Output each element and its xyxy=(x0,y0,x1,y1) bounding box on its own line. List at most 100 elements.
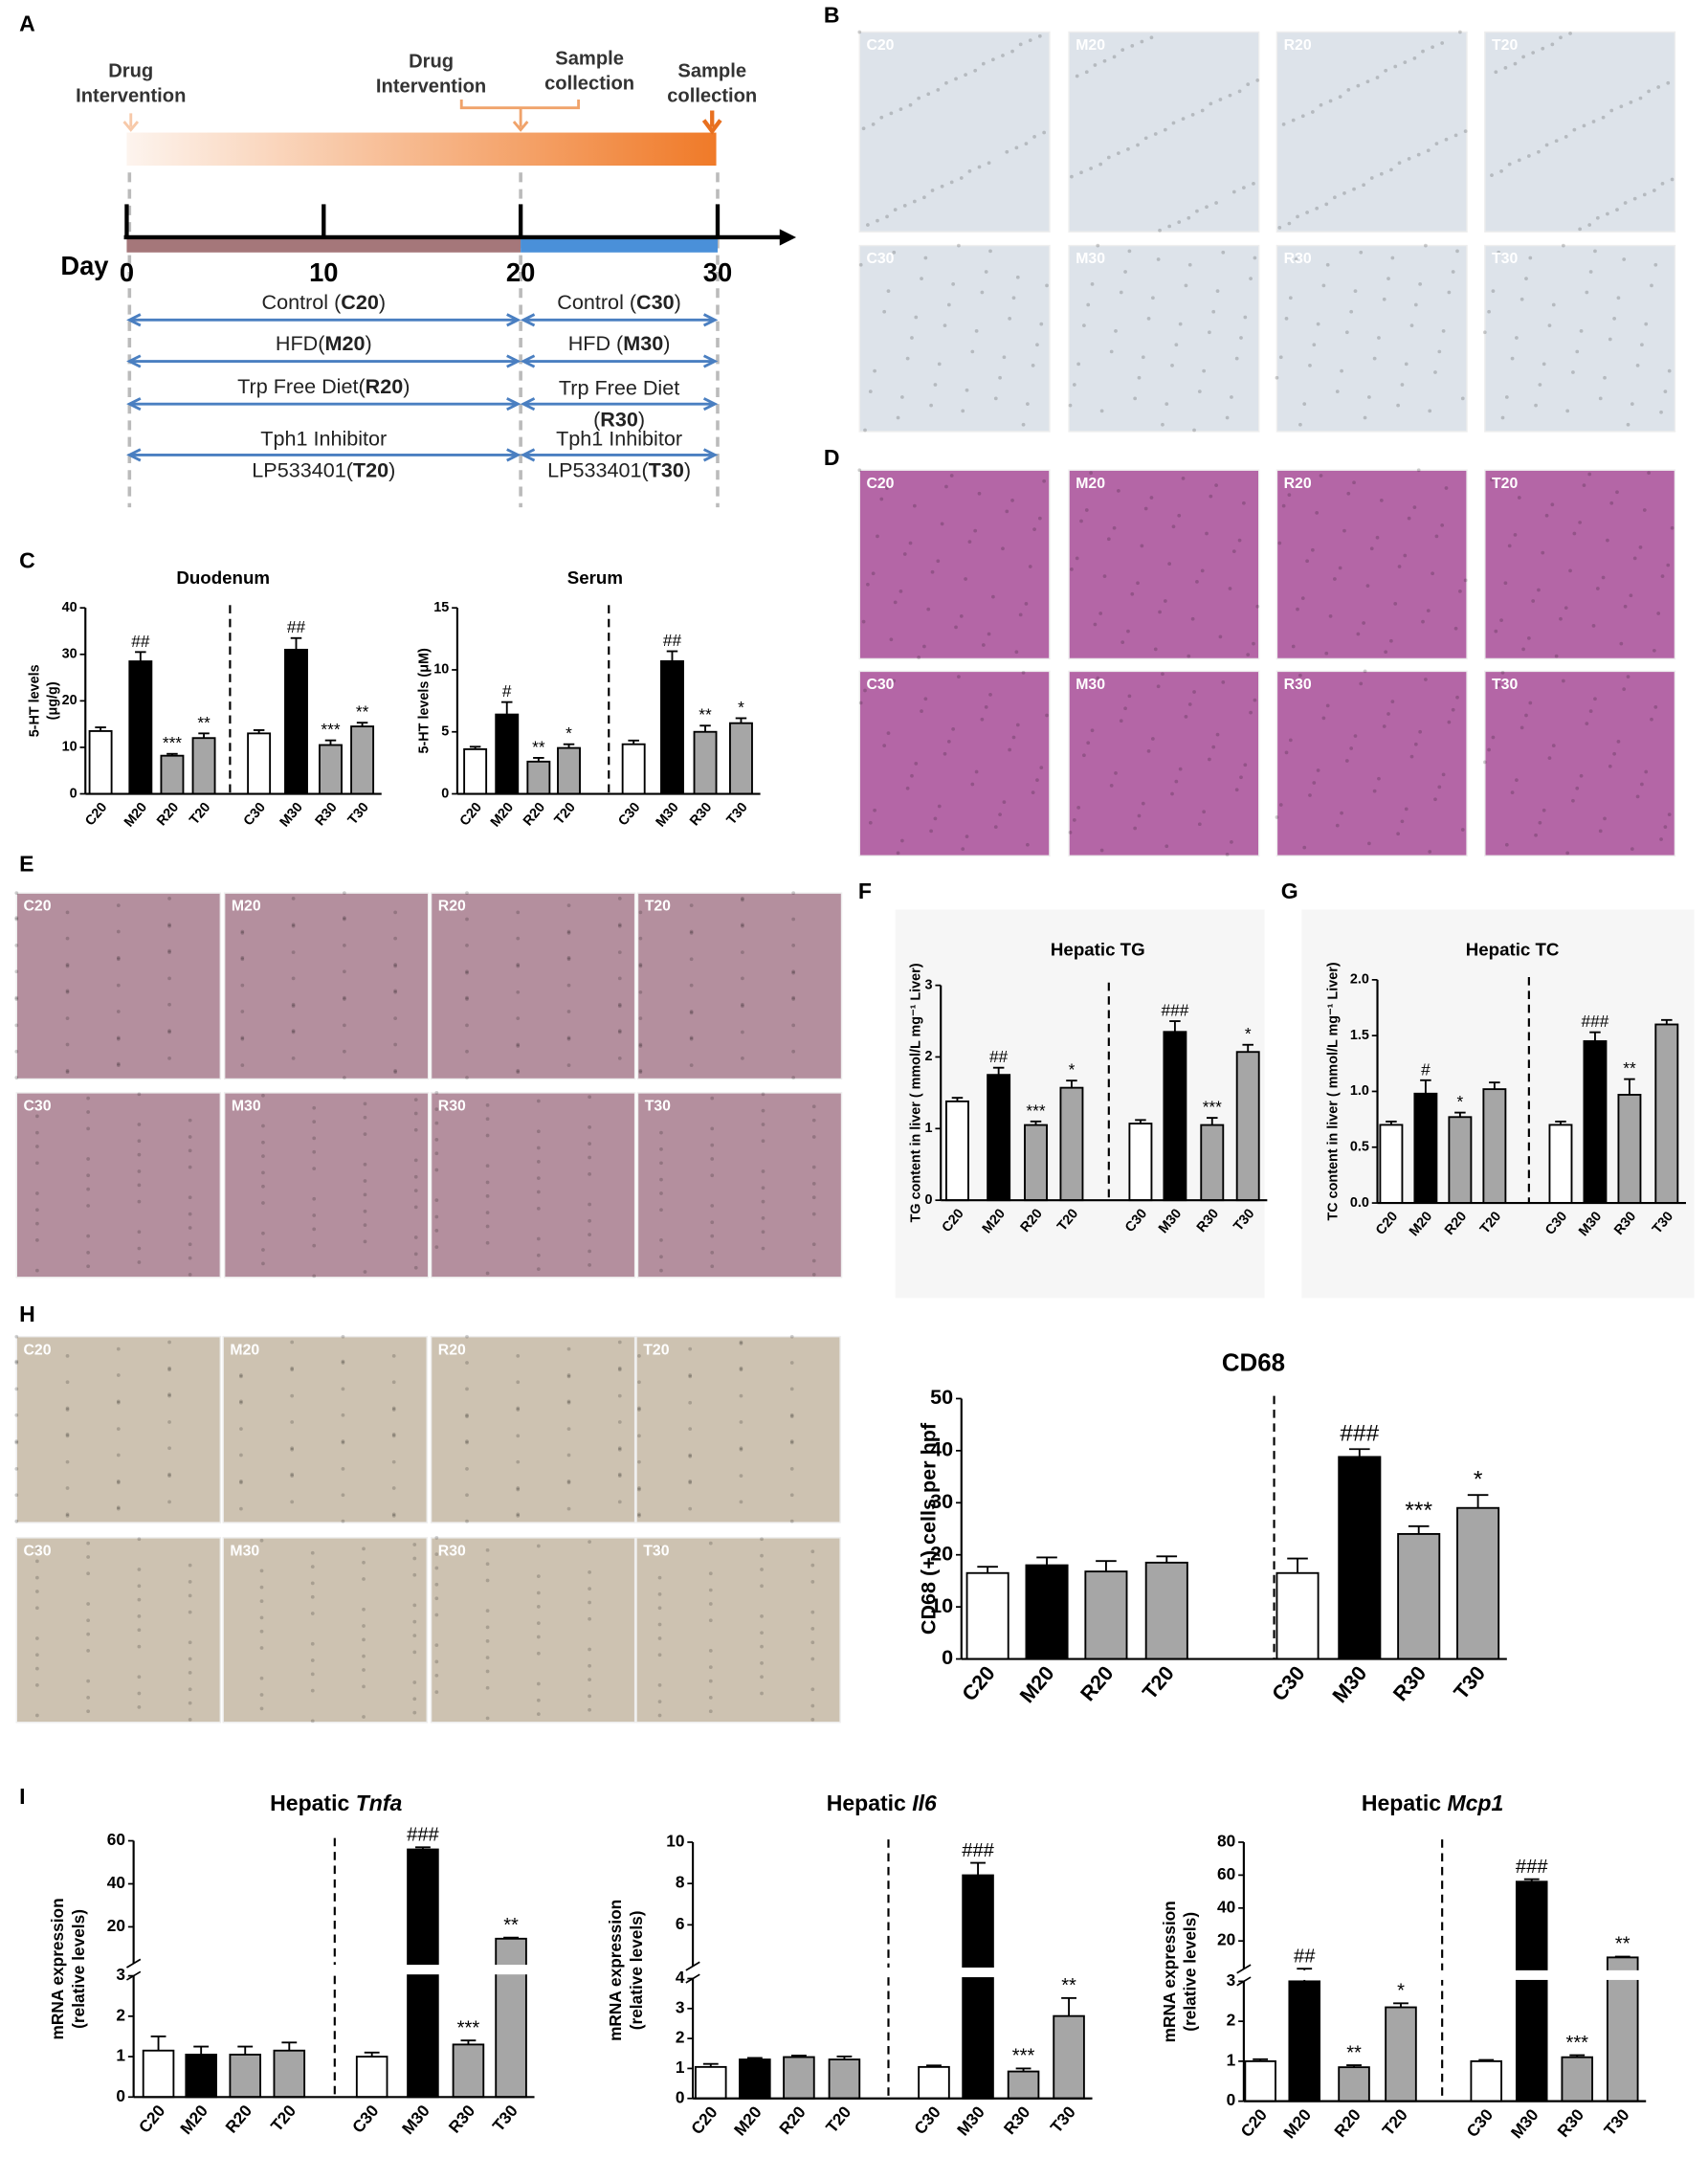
micrograph-texture xyxy=(1612,751,1616,756)
arm-label: Trp Free Diet xyxy=(559,375,679,399)
micrograph-texture xyxy=(1165,844,1169,849)
micrograph-texture xyxy=(393,1068,398,1073)
micrograph-texture xyxy=(290,1366,295,1370)
bar xyxy=(1561,2056,1594,2102)
micrograph-texture xyxy=(876,534,879,539)
y-axis-label-line: (relative levels) xyxy=(1180,1912,1199,2032)
y-axis-label-line: 5-HT levels (μM) xyxy=(416,648,432,753)
micrograph-texture xyxy=(1112,55,1117,59)
micrograph xyxy=(1275,244,1468,433)
micrograph-texture xyxy=(362,1577,366,1581)
micrograph-texture xyxy=(1346,88,1351,92)
micrograph-texture xyxy=(761,1246,765,1251)
micrograph-texture xyxy=(1375,76,1380,79)
micrograph-texture xyxy=(1630,847,1634,851)
micrograph xyxy=(1068,469,1260,660)
micrograph-texture xyxy=(413,1189,418,1192)
micrograph-texture xyxy=(1177,513,1182,518)
y-tick-label: 20 xyxy=(62,693,78,708)
micrograph-texture xyxy=(362,1607,366,1612)
micrograph-texture xyxy=(1126,146,1130,151)
micrograph-texture xyxy=(967,168,972,173)
micrograph-texture xyxy=(708,1679,713,1683)
micrograph-texture xyxy=(1615,490,1619,495)
micrograph-texture xyxy=(14,1439,19,1443)
micrograph-texture xyxy=(791,997,796,1001)
micrograph-texture xyxy=(588,1663,591,1668)
micrograph-texture xyxy=(1093,63,1098,67)
micrograph-texture xyxy=(1615,208,1619,212)
micrograph-texture xyxy=(116,957,121,962)
micrograph-texture xyxy=(1338,566,1342,570)
micrograph-texture xyxy=(310,1672,315,1677)
micrograph-texture xyxy=(434,1151,439,1156)
micrograph-texture xyxy=(1670,525,1675,530)
micrograph-texture xyxy=(1310,547,1315,552)
micrograph-texture xyxy=(1221,680,1226,684)
micrograph-texture xyxy=(688,1506,693,1511)
micrograph-texture xyxy=(86,1126,91,1131)
micrograph-texture xyxy=(137,1092,142,1097)
micrograph-texture xyxy=(536,1146,541,1150)
micrograph-texture xyxy=(617,923,622,928)
micrograph-texture xyxy=(116,1400,121,1405)
micrograph-texture xyxy=(617,1472,622,1477)
micrograph-texture xyxy=(1426,609,1431,612)
micrograph-texture xyxy=(259,1585,264,1590)
significance-label: * xyxy=(738,698,744,717)
micrograph-texture xyxy=(65,1486,70,1490)
micrograph-texture xyxy=(741,897,744,901)
micrograph-texture xyxy=(1184,283,1188,288)
micrograph-texture xyxy=(1252,181,1255,186)
micrograph-texture xyxy=(1550,42,1555,47)
micrograph-texture xyxy=(1542,362,1546,367)
micrograph-texture xyxy=(760,1614,764,1618)
micrograph-texture xyxy=(240,929,245,934)
bar xyxy=(495,1937,527,2099)
micrograph-texture xyxy=(239,1346,243,1351)
micrograph-texture xyxy=(617,976,622,981)
micrograph-texture xyxy=(791,995,796,1000)
micrograph-texture xyxy=(1356,632,1361,636)
micrograph-texture xyxy=(1363,415,1367,420)
micrograph-texture xyxy=(412,1543,417,1546)
micrograph-texture xyxy=(1571,370,1575,374)
micrograph-texture xyxy=(1246,82,1251,87)
micrograph xyxy=(636,892,843,1080)
y-tick-label: 60 xyxy=(1217,1864,1235,1883)
micrograph-texture xyxy=(1404,807,1409,812)
micrograph-texture xyxy=(434,1137,439,1142)
micrograph-texture xyxy=(1037,33,1042,38)
micrograph-texture xyxy=(1344,330,1349,335)
micrograph-texture xyxy=(291,897,296,901)
micrograph-texture xyxy=(741,976,744,981)
micrograph-texture xyxy=(617,950,622,954)
micrograph-texture xyxy=(1413,302,1418,307)
micrograph-texture xyxy=(1653,262,1658,267)
micrograph-texture xyxy=(259,1615,264,1620)
arm-label: Control (C20) xyxy=(262,290,387,314)
micrograph-texture xyxy=(566,1453,571,1457)
micrograph-texture xyxy=(1412,56,1417,60)
micrograph-texture xyxy=(412,1556,417,1561)
micrograph-texture xyxy=(1086,741,1091,745)
micrograph-texture xyxy=(1335,389,1340,394)
micrograph-texture xyxy=(516,1353,521,1358)
y-tick-label: 0.5 xyxy=(1350,1140,1369,1155)
micrograph-texture xyxy=(34,1606,39,1611)
micrograph-texture xyxy=(588,1125,591,1129)
micrograph-texture xyxy=(65,1380,70,1385)
micrograph-texture xyxy=(980,717,985,722)
micrograph xyxy=(1484,469,1676,660)
micrograph-texture xyxy=(1133,826,1138,831)
bar xyxy=(739,2058,771,2100)
micrograph-texture xyxy=(1338,95,1342,99)
y-tick-label: 40 xyxy=(62,600,78,615)
micrograph-texture xyxy=(1098,162,1103,167)
micrograph-texture xyxy=(789,1493,794,1498)
micrograph-texture xyxy=(857,30,862,34)
micrograph-texture xyxy=(1647,471,1651,475)
micrograph-texture xyxy=(760,1631,764,1635)
micrograph-texture xyxy=(1451,270,1455,274)
